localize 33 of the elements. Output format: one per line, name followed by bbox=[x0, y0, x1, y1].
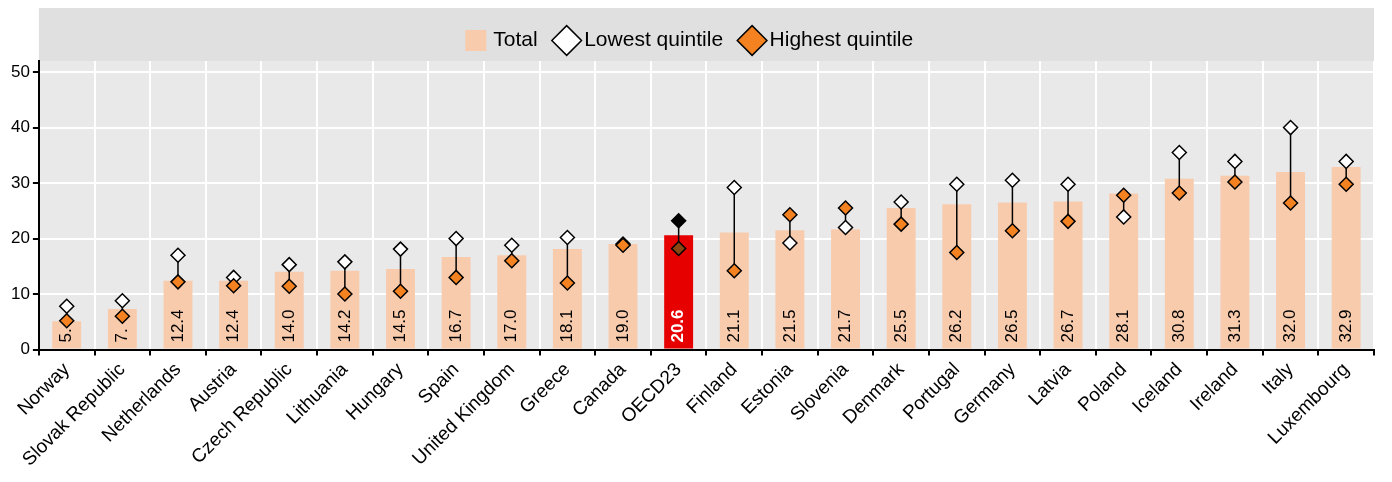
y-tick-label: 50 bbox=[10, 61, 30, 81]
y-tick-label: 10 bbox=[10, 283, 30, 303]
data-label: 26.5 bbox=[1002, 309, 1022, 343]
data-label: 17.0 bbox=[501, 309, 521, 343]
y-tick-label: 40 bbox=[10, 117, 30, 137]
data-label: 14.0 bbox=[278, 309, 298, 343]
data-label: 14.5 bbox=[390, 309, 410, 343]
data-label: 28.1 bbox=[1113, 309, 1133, 343]
data-label: 7. bbox=[112, 328, 132, 343]
data-label: 32.0 bbox=[1280, 309, 1300, 343]
data-label: 26.7 bbox=[1057, 309, 1077, 343]
data-label: 19.0 bbox=[612, 309, 632, 343]
data-label: 30.8 bbox=[1168, 309, 1188, 343]
data-label: 12.4 bbox=[223, 309, 243, 343]
y-tick-label: 20 bbox=[10, 228, 30, 248]
data-label: 26.2 bbox=[946, 309, 966, 343]
data-label: 18.1 bbox=[557, 309, 577, 343]
data-label: 21.5 bbox=[779, 309, 799, 343]
data-label: 20.6 bbox=[668, 309, 688, 343]
y-tick-label: 0 bbox=[20, 339, 30, 359]
y-tick-label: 30 bbox=[10, 172, 30, 192]
legend-label: Highest quintile bbox=[769, 27, 914, 51]
legend-label: Total bbox=[493, 27, 538, 51]
data-label: 14.2 bbox=[334, 309, 354, 343]
data-label: 32.9 bbox=[1335, 309, 1355, 343]
legend-label: Lowest quintile bbox=[584, 27, 724, 51]
data-label: 31.3 bbox=[1224, 309, 1244, 343]
data-label: 5. bbox=[56, 328, 76, 343]
data-label: 21.7 bbox=[835, 309, 855, 343]
data-label: 21.1 bbox=[723, 309, 743, 343]
data-label: 12.4 bbox=[167, 309, 187, 343]
data-label: 16.7 bbox=[445, 309, 465, 343]
data-label: 25.5 bbox=[890, 309, 910, 343]
